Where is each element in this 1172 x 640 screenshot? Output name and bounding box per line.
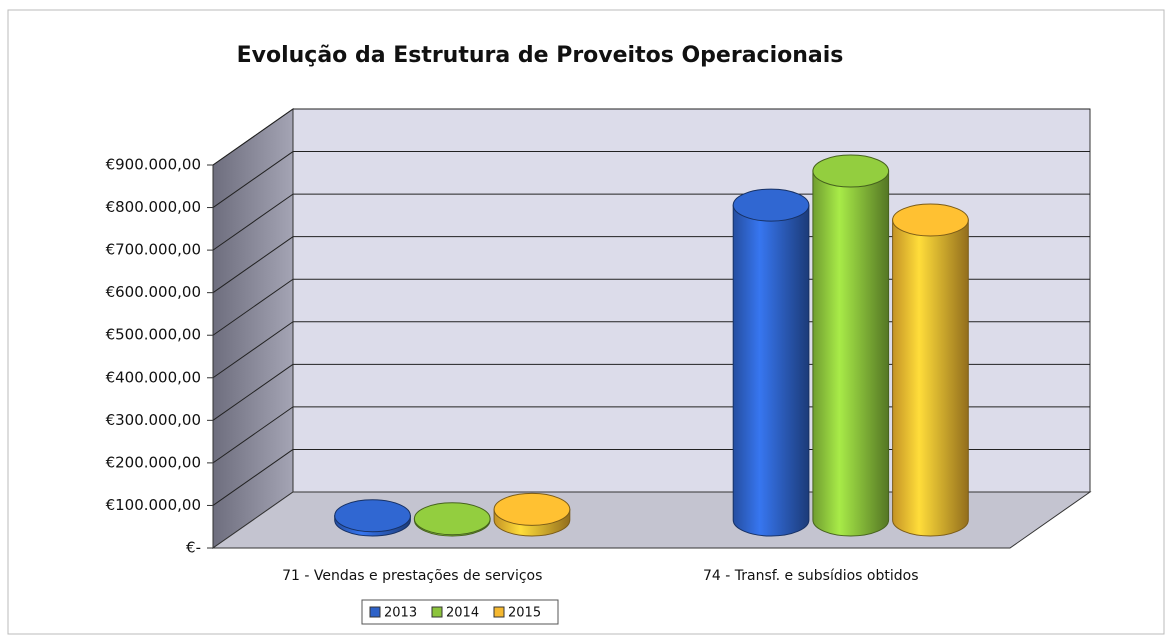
bar-top: [493, 492, 571, 526]
bar-top: [413, 502, 491, 536]
side-grid-line: [212, 236, 294, 294]
x-tick-label: 74 - Transf. e subsídios obtidos: [703, 568, 919, 584]
back-wall: [292, 108, 1091, 493]
y-tick-label: €900.000,00: [106, 156, 201, 174]
legend-label: 2015: [508, 606, 541, 621]
y-tick-label: €-: [186, 539, 201, 557]
legend-label: 2013: [384, 606, 417, 621]
x-tick-label: 71 - Vendas e prestações de serviços: [282, 568, 542, 584]
y-tick-label: €400.000,00: [106, 368, 201, 386]
y-tick-label: €200.000,00: [106, 453, 201, 471]
legend-swatch: [431, 606, 443, 618]
y-tick-label: €500.000,00: [106, 326, 201, 344]
side-grid-line: [212, 321, 294, 379]
bar-top: [892, 203, 969, 237]
y-tick-label: €100.000,00: [106, 496, 201, 514]
bar-top: [732, 188, 810, 222]
legend-swatch: [493, 606, 505, 618]
side-grid-line: [212, 363, 294, 421]
y-tick-label: €600.000,00: [106, 283, 201, 301]
legend-label: 2014: [446, 606, 479, 621]
bar: [812, 170, 890, 537]
legend-swatch: [369, 606, 381, 618]
side-wall: [212, 108, 294, 549]
side-grid-line: [212, 449, 294, 506]
y-tick-label: €800.000,00: [106, 198, 201, 216]
side-grid-line: [212, 193, 294, 251]
side-grid-line: [212, 151, 294, 208]
side-grid-line: [212, 406, 294, 464]
bar: [732, 204, 810, 537]
y-tick-label: €700.000,00: [106, 241, 201, 259]
side-grid-line: [212, 108, 294, 166]
bar: [892, 219, 969, 537]
chart-title: Evolução da Estrutura de Proveitos Opera…: [237, 43, 844, 68]
y-tick-label: €300.000,00: [106, 411, 201, 429]
bar-top: [334, 499, 411, 533]
side-grid-line: [212, 278, 294, 336]
legend-box: [361, 599, 559, 625]
bar-top: [812, 154, 890, 188]
